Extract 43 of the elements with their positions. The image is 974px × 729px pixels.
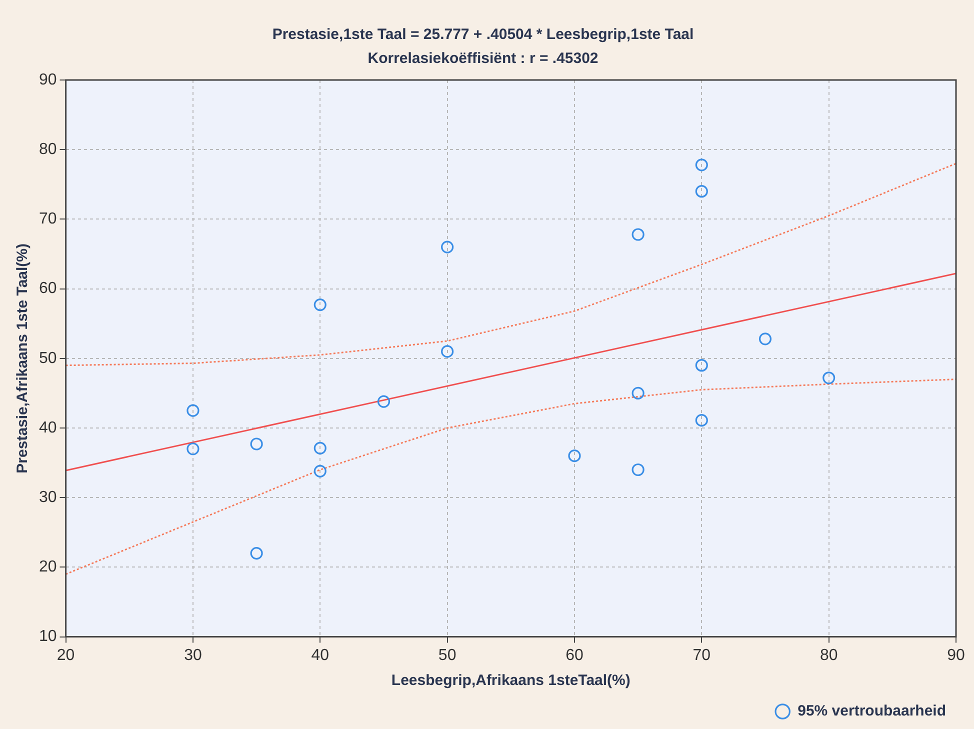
point [632,228,644,241]
point [250,546,263,560]
y-axis-title: Prestasie,Afrikaans 1ste Taal(%) [14,243,32,474]
point [314,464,326,478]
point [186,442,200,456]
x-tick-label: 30 [184,646,202,664]
point [695,359,708,372]
point [695,185,708,198]
point [314,442,326,454]
point [695,158,708,172]
x-tick-label: 50 [438,646,456,664]
y-tick-label: 60 [39,280,57,298]
x-tick-label: 40 [311,646,330,664]
chart-title: Prestasie,1ste Taal = 25.777 + .40504 * Leesbegrip,1ste Taal [272,26,694,44]
y-tick-label: 70 [39,210,57,228]
point [377,395,390,408]
x-tick-label: 90 [947,646,965,664]
y-tick-label: 50 [39,350,57,367]
point [441,345,454,358]
point [314,298,326,312]
y-tick-label: 30 [39,489,57,506]
legend-label: 95% vertroubaarheid [798,702,946,720]
point [568,450,581,462]
point [441,240,454,254]
line-series [66,162,956,366]
point [758,332,772,346]
point [250,438,263,450]
point [632,386,644,400]
x-axis-title: Leesbegrip,Afrikaans 1steTaal(%) [391,672,630,690]
x-tick-label: 80 [820,646,838,664]
x-tick-label: 20 [56,646,75,664]
y-tick-label: 80 [39,141,57,158]
y-tick-label: 90 [39,71,57,88]
point [632,463,644,476]
y-tick-label: 10 [39,628,57,646]
point [186,404,200,417]
y-tick-label: 20 [39,558,57,576]
chart-subtitle: Korrelasiekoëffisiënt : r = .45302 [368,50,598,68]
point [695,414,708,427]
x-tick-label: 60 [566,646,584,664]
x-tick-label: 70 [692,646,711,664]
y-tick-label: 40 [39,419,57,436]
point [822,372,836,384]
